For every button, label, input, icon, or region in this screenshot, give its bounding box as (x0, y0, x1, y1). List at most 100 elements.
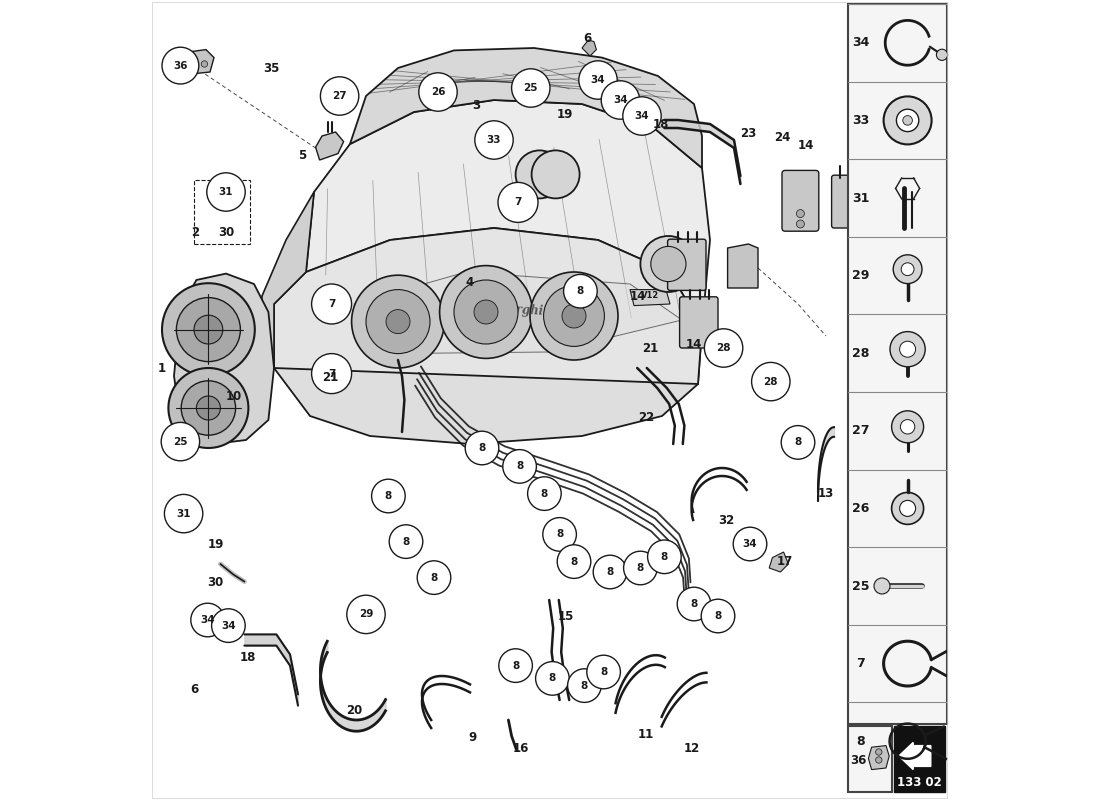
Text: 21: 21 (322, 371, 338, 384)
Text: 30: 30 (218, 226, 234, 238)
Circle shape (194, 315, 223, 344)
Text: 8: 8 (541, 489, 548, 498)
Circle shape (475, 121, 514, 159)
Text: 17: 17 (777, 555, 792, 568)
Text: 1: 1 (158, 362, 166, 374)
Circle shape (440, 266, 532, 358)
Polygon shape (582, 40, 596, 56)
Circle shape (558, 545, 591, 578)
Text: 2: 2 (190, 226, 199, 238)
Circle shape (201, 61, 208, 67)
Text: Lamborghini: Lamborghini (471, 301, 557, 318)
Text: 9: 9 (469, 731, 476, 744)
Text: 28: 28 (716, 343, 730, 353)
Text: 21: 21 (642, 342, 658, 354)
Text: 30: 30 (208, 576, 223, 589)
Text: 26: 26 (851, 502, 869, 515)
Polygon shape (868, 746, 889, 770)
Text: 6: 6 (583, 32, 592, 45)
FancyArrow shape (899, 742, 931, 770)
Text: V12: V12 (641, 291, 659, 301)
Text: 28: 28 (851, 346, 869, 360)
Text: 29: 29 (851, 269, 869, 282)
Text: 34: 34 (613, 95, 628, 105)
Text: 8: 8 (516, 462, 524, 471)
Text: 5: 5 (298, 149, 306, 162)
Text: 8: 8 (606, 567, 614, 577)
Circle shape (311, 354, 352, 394)
Circle shape (207, 173, 245, 211)
Text: 19: 19 (557, 108, 573, 121)
Circle shape (197, 396, 220, 420)
Text: 15: 15 (558, 610, 574, 622)
Text: 34: 34 (742, 539, 757, 549)
Text: 8: 8 (661, 552, 668, 562)
Circle shape (734, 527, 767, 561)
Circle shape (389, 525, 422, 558)
Circle shape (562, 304, 586, 328)
Text: 6: 6 (190, 683, 198, 696)
Text: 8: 8 (478, 443, 485, 453)
FancyBboxPatch shape (680, 297, 718, 348)
Circle shape (372, 479, 405, 513)
Text: 7: 7 (328, 299, 336, 309)
Polygon shape (274, 228, 702, 444)
Circle shape (903, 115, 912, 125)
Circle shape (602, 81, 639, 119)
Circle shape (623, 97, 661, 135)
Text: 29: 29 (359, 610, 373, 619)
Polygon shape (164, 50, 215, 76)
Polygon shape (174, 274, 274, 444)
Circle shape (542, 518, 576, 551)
Circle shape (901, 419, 915, 434)
Polygon shape (769, 552, 789, 572)
Circle shape (190, 603, 224, 637)
Text: 28: 28 (763, 377, 778, 386)
Circle shape (528, 477, 561, 510)
Circle shape (162, 47, 199, 84)
Text: 26: 26 (431, 87, 446, 97)
Circle shape (320, 77, 359, 115)
Text: 34: 34 (221, 621, 235, 630)
Polygon shape (316, 132, 343, 160)
Circle shape (874, 578, 890, 594)
Circle shape (648, 540, 681, 574)
Circle shape (883, 96, 932, 144)
FancyBboxPatch shape (832, 175, 862, 228)
Circle shape (182, 381, 235, 435)
Text: 3: 3 (472, 99, 481, 112)
Text: 31: 31 (851, 191, 869, 205)
Text: 8: 8 (430, 573, 438, 582)
Text: 25: 25 (851, 579, 869, 593)
Circle shape (168, 368, 249, 448)
Circle shape (474, 300, 498, 324)
Circle shape (162, 422, 199, 461)
Text: 8: 8 (512, 661, 519, 670)
FancyBboxPatch shape (668, 239, 706, 290)
Text: 27: 27 (332, 91, 346, 101)
Text: 7: 7 (328, 369, 336, 378)
Circle shape (176, 298, 241, 362)
Circle shape (352, 275, 444, 368)
Text: 14: 14 (798, 139, 814, 152)
Text: 35: 35 (263, 62, 279, 74)
Circle shape (701, 599, 735, 633)
Text: 133 02: 133 02 (898, 776, 942, 789)
Circle shape (876, 757, 882, 763)
Circle shape (892, 493, 924, 525)
Circle shape (586, 655, 620, 689)
Circle shape (579, 61, 617, 99)
Polygon shape (306, 100, 710, 328)
Text: 34: 34 (591, 75, 605, 85)
FancyBboxPatch shape (782, 170, 818, 231)
Circle shape (796, 210, 804, 218)
Polygon shape (274, 228, 702, 384)
Text: 11: 11 (638, 728, 654, 741)
Text: 7: 7 (856, 657, 865, 670)
Circle shape (900, 501, 915, 517)
Circle shape (366, 290, 430, 354)
Text: 8: 8 (691, 599, 697, 609)
Circle shape (386, 310, 410, 334)
Circle shape (900, 341, 915, 357)
Circle shape (893, 255, 922, 284)
